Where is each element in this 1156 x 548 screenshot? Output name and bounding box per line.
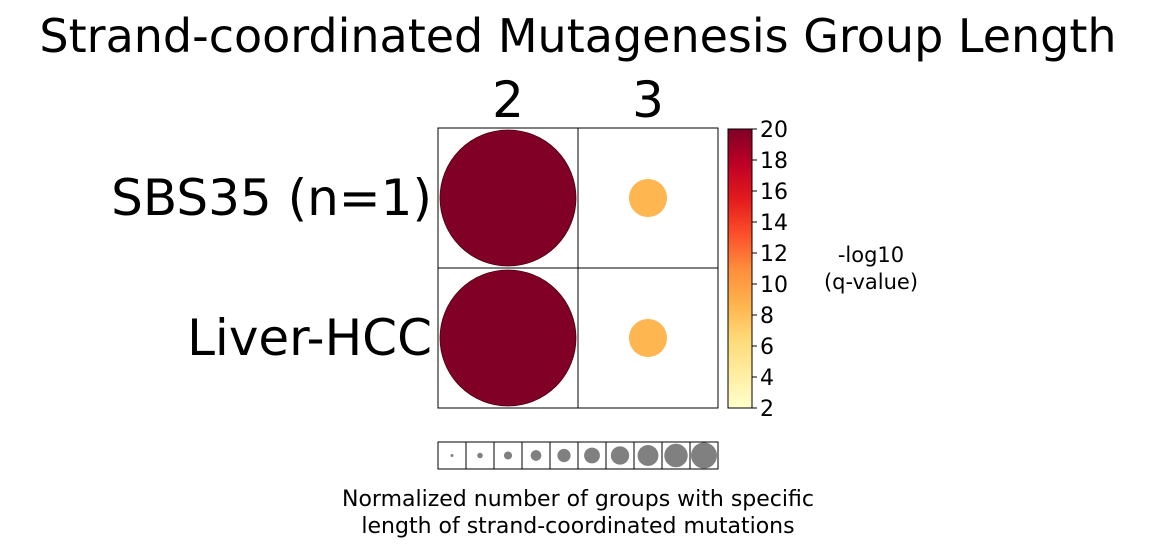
size-legend-dot <box>477 452 483 459</box>
bubble <box>628 178 668 218</box>
colorbar-tick-label: 2 <box>760 397 774 422</box>
size-legend <box>437 441 719 470</box>
row-label: SBS35 (n=1) <box>111 169 432 227</box>
size-legend-dot <box>637 445 659 466</box>
size-legend-dot <box>557 448 571 463</box>
size-legend-label-line2: length of strand-coordinated mutations <box>361 514 794 539</box>
colorbar-tick-label: 12 <box>760 242 788 267</box>
size-legend-dot <box>664 443 688 468</box>
size-legend-dot <box>503 451 513 460</box>
grid-cell <box>577 267 719 409</box>
chart-title: Strand-coordinated Mutagenesis Group Len… <box>39 9 1116 63</box>
column-label: 3 <box>632 71 664 129</box>
colorbar-tick-label: 4 <box>760 366 774 391</box>
column-label: 2 <box>492 71 524 129</box>
size-legend-dot <box>610 446 630 465</box>
colorbar-tick-label: 14 <box>760 211 788 236</box>
row-label: Liver-HCC <box>187 309 432 367</box>
size-legend-dot <box>584 447 600 464</box>
bubble <box>439 269 577 407</box>
size-legend-cell <box>689 441 719 470</box>
colorbar-gradient <box>727 128 753 409</box>
bubble <box>439 129 577 267</box>
colorbar-tick-label: 10 <box>760 273 788 298</box>
colorbar-ticks: 2 4 6 8 10 12 14 16 18 20 <box>752 118 788 422</box>
colorbar-label-line1: -log10 <box>838 243 904 267</box>
colorbar-tick-label: 16 <box>760 180 788 205</box>
size-legend-dot <box>450 454 454 457</box>
size-legend-dot <box>691 442 717 469</box>
bubble-grid <box>437 127 719 409</box>
size-legend-dot <box>530 450 542 461</box>
colorbar-label-line2: (q-value) <box>824 270 918 294</box>
row-labels: SBS35 (n=1) Liver-HCC <box>111 169 432 367</box>
colorbar-tick-label: 6 <box>760 335 774 360</box>
colorbar-tick-label: 20 <box>760 118 788 143</box>
bubbles <box>439 129 668 407</box>
colorbar: 2 4 6 8 10 12 14 16 18 20 -log10 (q-value) <box>727 118 918 422</box>
bubble <box>628 318 668 358</box>
colorbar-tick-label: 8 <box>760 304 774 329</box>
size-legend-label-line1: Normalized number of groups with specifi… <box>342 487 814 512</box>
colorbar-tick-label: 18 <box>760 149 788 174</box>
